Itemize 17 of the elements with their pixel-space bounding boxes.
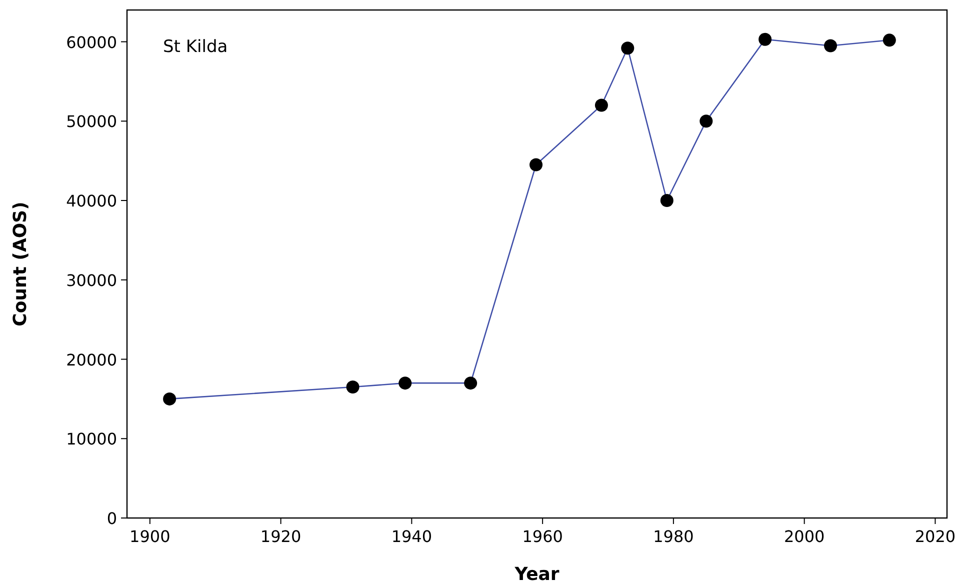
y-tick-label: 30000 <box>66 270 117 290</box>
y-tick-label: 0 <box>106 509 117 528</box>
x-axis-title: Year <box>514 564 560 584</box>
x-tick-label: 1980 <box>653 527 694 546</box>
y-axis-title: Count (AOS) <box>10 202 31 326</box>
y-tick-label: 40000 <box>66 192 117 210</box>
y-tick-label: 10000 <box>66 430 117 449</box>
x-tick-label: 1960 <box>522 527 563 546</box>
y-tick-label: 60000 <box>66 32 117 52</box>
x-tick-label: 2020 <box>914 527 956 546</box>
x-tick-label: 1900 <box>130 527 170 546</box>
x-tick-label: 1920 <box>260 527 302 546</box>
x-tick-label: 2000 <box>784 527 825 546</box>
y-tick-label: 50000 <box>66 112 117 132</box>
annotation: St Kilda <box>163 37 228 57</box>
y-tick-label: 20000 <box>66 350 117 370</box>
x-tick-label: 1940 <box>391 527 432 546</box>
